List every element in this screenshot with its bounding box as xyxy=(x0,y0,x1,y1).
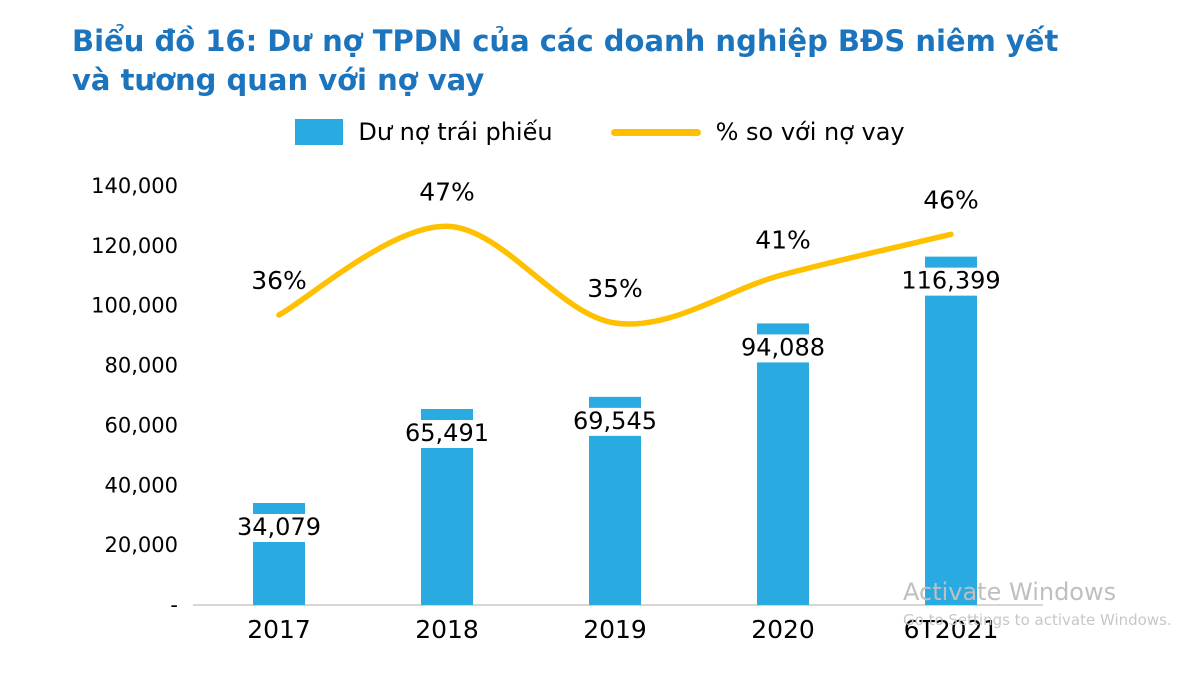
svg-text:116,399: 116,399 xyxy=(901,267,1000,295)
svg-text:94,088: 94,088 xyxy=(741,333,825,361)
svg-text:2020: 2020 xyxy=(751,615,815,644)
svg-text:46%: 46% xyxy=(923,185,979,214)
line-value-labels: 36% 47% 35% 41% 46% xyxy=(251,177,979,303)
svg-text:40,000: 40,000 xyxy=(105,473,178,497)
chart-legend: Dư nợ trái phiếu % so với nợ vay xyxy=(0,118,1200,146)
bar-legend-swatch xyxy=(295,119,344,145)
svg-text:100,000: 100,000 xyxy=(91,294,178,318)
svg-text:65,491: 65,491 xyxy=(405,419,489,447)
svg-text:41%: 41% xyxy=(755,226,811,255)
bar-value-labels: 34,079 65,491 69,545 94,088 116,399 xyxy=(232,267,1006,543)
svg-text:35%: 35% xyxy=(587,274,643,303)
legend-item-bar: Dư nợ trái phiếu xyxy=(295,118,553,146)
svg-text:34,079: 34,079 xyxy=(237,513,321,541)
bar-legend-label: Dư nợ trái phiếu xyxy=(358,118,553,146)
svg-text:60,000: 60,000 xyxy=(105,413,178,437)
svg-text:120,000: 120,000 xyxy=(91,234,178,258)
svg-text:140,000: 140,000 xyxy=(91,174,178,198)
svg-text:69,545: 69,545 xyxy=(573,407,657,435)
svg-text:6T2021: 6T2021 xyxy=(904,615,999,644)
line-legend-swatch xyxy=(610,128,701,136)
svg-text:2017: 2017 xyxy=(247,615,311,644)
x-axis-labels: 2017 2018 2019 2020 6T2021 xyxy=(247,615,998,644)
svg-text:47%: 47% xyxy=(419,177,475,206)
svg-text:80,000: 80,000 xyxy=(105,354,178,378)
combo-chart: 140,000 120,000 100,000 80,000 60,000 40,000 2… xyxy=(91,174,1043,644)
line-legend-label: % so với nợ vay xyxy=(715,118,905,146)
svg-text:2019: 2019 xyxy=(583,615,647,644)
svg-text:2018: 2018 xyxy=(415,615,479,644)
line-series xyxy=(276,223,954,327)
y-axis-labels: 140,000 120,000 100,000 80,000 60,000 40,000 2… xyxy=(91,174,178,617)
svg-text:20,000: 20,000 xyxy=(105,533,178,557)
svg-text:-: - xyxy=(170,593,178,617)
svg-text:36%: 36% xyxy=(251,266,307,295)
chart-title: Biểu đồ 16: Dư nợ TPDN của các doanh ngh… xyxy=(72,24,1059,98)
legend-item-line: % so với nợ vay xyxy=(610,118,905,146)
